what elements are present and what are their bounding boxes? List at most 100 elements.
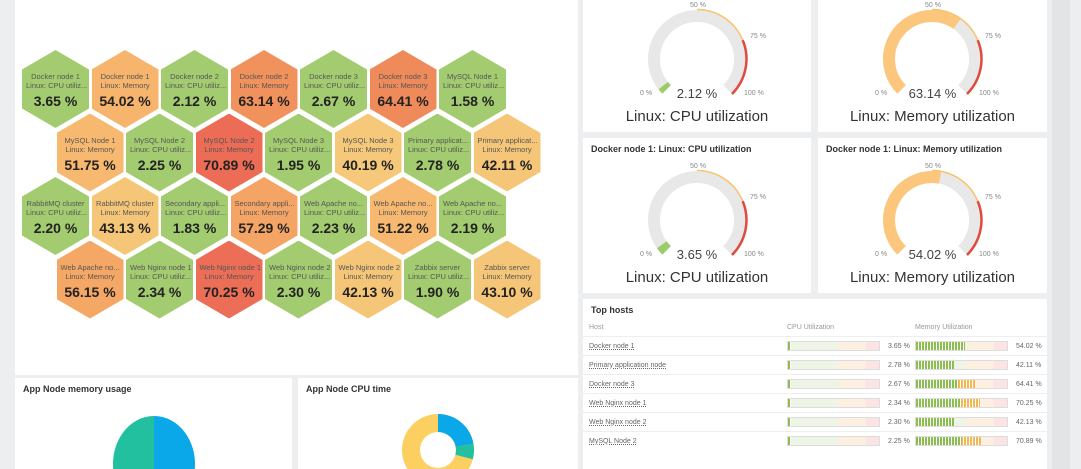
gauge-panel: 0 % 50 % 75 % 100 % 63.14 % Linux: Memor… (818, 0, 1047, 132)
memory-value: 42.13 % (1016, 419, 1042, 426)
gauge-track (648, 10, 746, 94)
honeycomb-cell[interactable]: Zabbix server Linux: Memory 43.10 % (473, 240, 541, 319)
cpu-bar (787, 341, 880, 351)
gauge-threshold-yellow (931, 8, 979, 41)
cell-value: 64.41 % (377, 93, 429, 109)
column-header-host[interactable]: Host (589, 324, 604, 331)
honeycomb-cell[interactable]: Web Apache no... Linux: Memory 51.22 % (369, 177, 437, 255)
honeycomb-cell[interactable]: Web Nginx node 1 Linux: Memory 70.25 % (195, 240, 263, 319)
honeycomb-cell[interactable]: Primary applicat... Linux: Memory 42.11 % (473, 113, 541, 192)
gauge-value: 63.14 % (908, 86, 957, 101)
cell-value: 2.30 % (276, 283, 321, 300)
memory-bar (915, 417, 1008, 427)
gauge-threshold-red (966, 200, 983, 256)
cell-value: 70.89 % (203, 156, 255, 173)
cpu-value: 2.78 % (888, 362, 910, 369)
gauge-max-label: 100 % (744, 251, 764, 258)
column-header-memory[interactable]: Memory Utilization (915, 324, 973, 331)
honeycomb-cell[interactable]: Docker node 3 Linux: CPU utiliz... 2.67 % (300, 50, 367, 128)
scrollbar[interactable] (1052, 0, 1070, 469)
cell-label: Secondary appli... Linux: CPU utiliz... (165, 199, 227, 217)
gauge-value-arc (883, 171, 942, 255)
gauge-label: Linux: Memory utilization (849, 108, 1016, 125)
honeycomb-cell[interactable]: RabbitMQ cluster Linux: Memory 43.13 % (91, 177, 159, 255)
honeycomb-cell[interactable]: Docker node 2 Linux: Memory 63.14 % (230, 50, 298, 128)
honeycomb-cell[interactable]: Secondary appli... Linux: Memory 57.29 % (230, 177, 298, 255)
gauge-min-label: 0 % (640, 251, 653, 258)
honeycomb-cell[interactable]: MySQL Node 1 Linux: Memory 51.75 % (56, 113, 124, 192)
memory-value: 64.41 % (1016, 381, 1042, 388)
cell-label: MySQL Node 3 Linux: Memory (342, 135, 394, 154)
cpu-value: 2.67 % (888, 381, 910, 388)
gauge-value-arc (656, 241, 671, 255)
cell-label: Primary applicat... Linux: Memory (477, 135, 538, 154)
honeycomb-cell[interactable]: Secondary appli... Linux: CPU utiliz... 1.… (161, 177, 228, 255)
cell-label: Web Apache no... Linux: CPU utiliz... (443, 199, 505, 217)
pie-panel-cpu: App Node CPU time (298, 378, 578, 469)
gauge-chart (883, 169, 983, 256)
honeycomb-cell[interactable]: Web Apache no... Linux: CPU utiliz... 2.19… (439, 177, 506, 255)
honeycomb-cell[interactable]: MySQL Node 3 Linux: CPU utiliz... 1.95 % (265, 113, 332, 192)
gauge-threshold-red (731, 200, 748, 256)
cpu-bar (787, 398, 880, 408)
cell-value: 56.15 % (64, 283, 116, 300)
cell-label: Web Nginx node 2 Linux: Memory (338, 262, 401, 281)
host-link[interactable]: Docker node 1 (589, 343, 635, 350)
honeycomb-cell[interactable]: Docker node 2 Linux: CPU utiliz... 2.12 % (161, 50, 228, 128)
honeycomb-cell[interactable]: MySQL Node 2 Linux: CPU utiliz... 2.25 % (126, 113, 193, 192)
host-link[interactable]: Docker node 3 (589, 381, 635, 388)
honeycomb-cell[interactable]: Docker node 1 Linux: Memory 54.02 % (91, 50, 159, 128)
donut-slice-blue (438, 413, 474, 447)
cell-label: Docker node 2 Linux: CPU utiliz... (165, 72, 227, 90)
gauge-label: Linux: Memory utilization (849, 269, 1016, 286)
honeycomb-cell[interactable]: Docker node 1 Linux: CPU utiliz... 3.65 % (22, 50, 89, 128)
honeycomb-cell[interactable]: MySQL Node 1 Linux: CPU utiliz... 1.58 % (439, 50, 506, 128)
gauge-threshold-yellow (931, 169, 979, 202)
gauge-high-label: 75 % (985, 33, 1001, 40)
cpu-bar (787, 360, 880, 370)
cell-value: 57.29 % (238, 220, 290, 236)
gauge-max-label: 100 % (979, 251, 999, 258)
gauge-label: Linux: CPU utilization (625, 269, 769, 286)
honeycomb-cell[interactable]: Web Nginx node 1 Linux: CPU utiliz... 2.34… (126, 240, 193, 319)
host-link[interactable]: MySQL Node 2 (589, 438, 637, 445)
cell-value: 1.83 % (172, 220, 217, 236)
honeycomb-cell[interactable]: Zabbix server Linux: CPU utiliz... 1.90 % (404, 240, 471, 319)
column-header-cpu[interactable]: CPU Utilization (787, 324, 835, 331)
host-link[interactable]: Web Nginx node 1 (589, 400, 647, 407)
honeycomb-cell[interactable]: Web Nginx node 2 Linux: Memory 42.13 % (334, 240, 402, 319)
memory-bar (915, 436, 1008, 446)
cell-label: Docker node 1 Linux: Memory (100, 72, 150, 90)
gauge-chart (883, 8, 983, 95)
honeycomb-cell[interactable]: Web Apache no... Linux: Memory 56.15 % (56, 240, 124, 319)
gauge-value-arc (883, 9, 961, 94)
gauge-value: 54.02 % (908, 247, 957, 262)
honeycomb-cell[interactable]: Web Nginx node 2 Linux: CPU utiliz... 2.30… (265, 240, 332, 319)
host-link[interactable]: Web Nginx node 2 (589, 419, 647, 426)
table-row: MySQL Node 2 2.25 % 70.89 % (583, 431, 1047, 450)
honeycomb-cell[interactable]: RabbitMQ cluster Linux: CPU utiliz... 2.20… (22, 177, 89, 255)
cell-label: Zabbix server Linux: CPU utiliz... (408, 262, 470, 281)
cell-value: 1.90 % (415, 283, 460, 300)
memory-pie-chart (112, 416, 196, 469)
cell-value: 43.10 % (481, 283, 533, 300)
cell-label: Docker node 1 Linux: CPU utiliz... (26, 72, 88, 90)
memory-bar (915, 360, 1008, 370)
honeycomb-cell[interactable]: Web Apache no... Linux: CPU utiliz... 2.23… (300, 177, 367, 255)
host-link[interactable]: Primary application node (589, 362, 667, 369)
gauge-value: 2.12 % (676, 86, 718, 101)
honeycomb-cell[interactable]: MySQL Node 3 Linux: Memory 40.19 % (334, 113, 402, 192)
gauge-high-label: 75 % (750, 194, 766, 201)
honeycomb-cell[interactable]: Docker node 3 Linux: Memory 64.41 % (369, 50, 437, 128)
table-row: Primary application node 2.78 % 42.11 % (583, 355, 1047, 374)
cpu-bar (787, 417, 880, 427)
cell-label: MySQL Node 1 Linux: CPU utiliz... (443, 72, 505, 90)
panel-title: App Node memory usage (23, 384, 132, 394)
honeycomb-cell[interactable]: MySQL Node 2 Linux: Memory 70.89 % (195, 113, 263, 192)
cell-value: 42.13 % (342, 283, 394, 300)
gauge-min-label: 0 % (640, 90, 653, 97)
cell-value: 70.25 % (203, 283, 255, 300)
cell-label: Web Apache no... Linux: Memory (373, 199, 433, 217)
honeycomb-cell[interactable]: Primary applicat... Linux: CPU utiliz... 2… (404, 113, 471, 192)
cell-label: Web Apache no... Linux: Memory (60, 262, 120, 281)
